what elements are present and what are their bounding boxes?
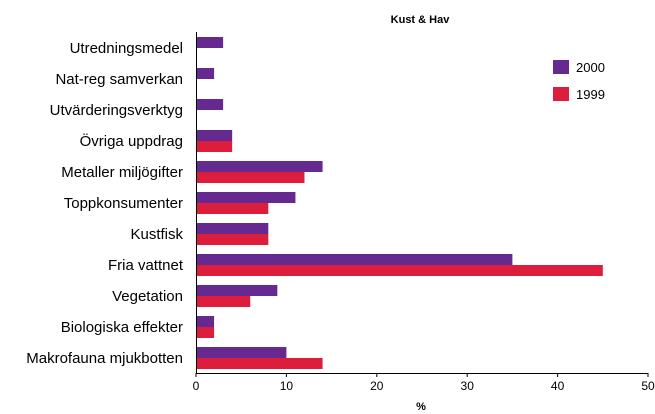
x-tick-label: 50 xyxy=(641,379,655,393)
x-tick-label: 40 xyxy=(551,379,565,393)
legend-swatch-1999 xyxy=(553,87,569,101)
x-tick-label: 0 xyxy=(193,379,200,393)
category-label: Fria vattnet xyxy=(108,257,184,274)
category-label: Biologiska effekter xyxy=(61,319,183,336)
category-label: Vegetation xyxy=(112,288,183,305)
bar-1999 xyxy=(196,296,251,307)
bar-1999 xyxy=(196,265,603,276)
category-label: Kustfisk xyxy=(130,226,183,243)
bar-2000 xyxy=(196,37,224,48)
bar-2000 xyxy=(196,347,287,358)
bars xyxy=(196,37,603,369)
bar-1999 xyxy=(196,172,305,183)
category-label: Övriga uppdrag xyxy=(80,132,183,150)
category-label: Utvärderingsverktyg xyxy=(50,102,183,119)
x-axis: 0 10 20 30 40 50 xyxy=(193,32,655,393)
bar-2000 xyxy=(196,68,215,79)
bar-2000 xyxy=(196,316,215,327)
y-axis-labels: Utredningsmedel Nat-reg samverkan Utvärder… xyxy=(26,40,184,367)
legend-label-2000: 2000 xyxy=(576,60,605,75)
x-tick-label: 20 xyxy=(370,379,384,393)
bar-2000 xyxy=(196,130,233,141)
bar-1999 xyxy=(196,234,269,245)
category-label: Metaller miljögifter xyxy=(61,164,183,181)
legend-swatch-2000 xyxy=(553,60,569,74)
bar-1999 xyxy=(196,358,323,369)
bar-2000 xyxy=(196,285,278,296)
category-label: Makrofauna mjukbotten xyxy=(26,350,183,367)
category-label: Utredningsmedel xyxy=(70,40,183,57)
bar-2000 xyxy=(196,254,513,265)
chart-title: Kust & Hav xyxy=(391,14,451,26)
legend: 2000 1999 xyxy=(553,60,605,102)
bar-2000 xyxy=(196,223,269,234)
x-axis-label: % xyxy=(416,401,426,413)
bar-2000 xyxy=(196,192,296,203)
bar-1999 xyxy=(196,141,233,152)
bar-2000 xyxy=(196,99,224,110)
bar-2000 xyxy=(196,161,323,172)
x-tick-label: 10 xyxy=(280,379,294,393)
legend-label-1999: 1999 xyxy=(576,87,605,102)
bar-1999 xyxy=(196,327,215,338)
category-label: Nat-reg samverkan xyxy=(55,71,183,88)
bar-1999 xyxy=(196,203,269,214)
category-label: Toppkonsumenter xyxy=(64,195,183,212)
x-tick-label: 30 xyxy=(461,379,475,393)
